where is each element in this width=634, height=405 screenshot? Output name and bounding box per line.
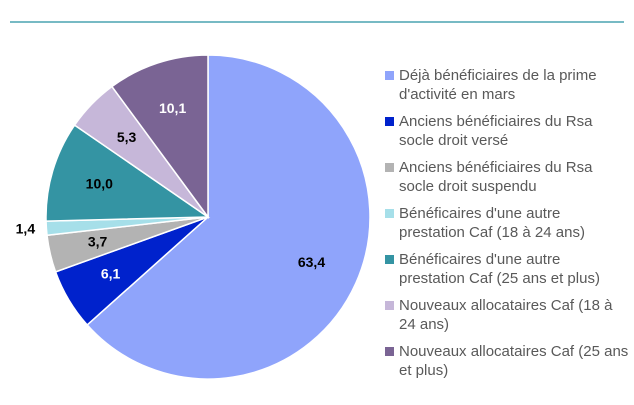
legend-item: Bénéficaires d'une autre prestation Caf …	[385, 250, 630, 296]
legend-swatch	[385, 163, 394, 172]
legend-label: Nouveaux allocataires Caf (18 à 24 ans)	[399, 297, 613, 333]
legend-swatch	[385, 301, 394, 310]
slice-label: 5,3	[117, 129, 137, 145]
pie-slice	[86, 54, 371, 380]
pie-slice	[110, 54, 209, 220]
legend-item: Anciens bénéficiaires du Rsa socle droit…	[385, 158, 630, 204]
legend-swatch	[385, 117, 394, 126]
legend-label: Nouveaux allocataires Caf (25 ans et plu…	[399, 343, 629, 379]
legend-swatch	[385, 71, 394, 80]
legend-item: Déjà bénéficiaires de la prime d'activit…	[385, 66, 630, 112]
slice-label: 10,0	[86, 175, 113, 191]
legend-swatch	[385, 255, 394, 264]
pie-slice	[45, 124, 211, 222]
legend-item: Bénéficaires d'une autre prestation Caf …	[385, 204, 630, 250]
legend-swatch	[385, 347, 394, 356]
legend-swatch	[385, 209, 394, 218]
slice-label: 3,7	[88, 233, 108, 249]
legend-label: Déjà bénéficiaires de la prime d'activit…	[399, 67, 597, 103]
legend-label: Anciens bénéficiaires du Rsa socle droit…	[399, 159, 593, 195]
slice-label: 63,4	[298, 254, 325, 270]
legend-item: Anciens bénéficiaires du Rsa socle droit…	[385, 112, 630, 158]
slice-label: 10,1	[159, 100, 186, 116]
legend-label: Bénéficaires d'une autre prestation Caf …	[399, 251, 600, 287]
slice-label: 6,1	[101, 266, 121, 282]
slice-label: 1,4	[16, 220, 36, 236]
legend-label: Bénéficaires d'une autre prestation Caf …	[399, 205, 585, 241]
legend-item: Nouveaux allocataires Caf (25 ans et plu…	[385, 342, 630, 388]
legend-label: Anciens bénéficiaires du Rsa socle droit…	[399, 113, 593, 149]
legend-item: Nouveaux allocataires Caf (18 à 24 ans)	[385, 296, 630, 342]
legend: Déjà bénéficiaires de la prime d'activit…	[385, 66, 630, 388]
